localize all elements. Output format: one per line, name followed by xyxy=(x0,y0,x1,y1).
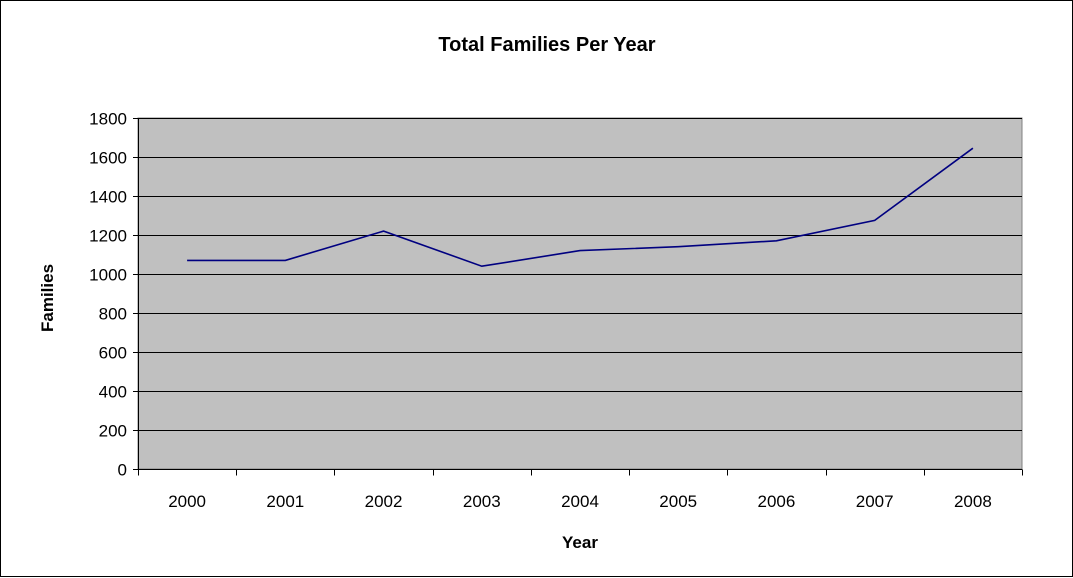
y-tick-label: 1800 xyxy=(89,110,127,129)
x-tick-label: 2008 xyxy=(954,492,992,511)
x-tick-label: 2000 xyxy=(168,492,206,511)
y-tick-label: 200 xyxy=(99,422,127,441)
y-tick-label: 0 xyxy=(118,461,127,480)
y-tick-label: 1000 xyxy=(89,266,127,285)
x-axis: 2000 2001 2002 2003 2004 2005 2006 2007 2008 xyxy=(138,470,1023,512)
plot-area xyxy=(138,118,1022,469)
y-tick-label: 1200 xyxy=(89,227,127,246)
y-axis: 0 200 400 600 800 1000 1200 1400 1600 1800 xyxy=(89,110,138,480)
x-tick-label: 2005 xyxy=(659,492,697,511)
y-tick-label: 1600 xyxy=(89,149,127,168)
x-tick-label: 2003 xyxy=(463,492,501,511)
x-tick-label: 2002 xyxy=(365,492,403,511)
y-tick-label: 600 xyxy=(99,344,127,363)
y-axis-title: Families xyxy=(38,264,57,332)
x-tick-label: 2007 xyxy=(856,492,894,511)
y-tick-label: 1400 xyxy=(89,188,127,207)
y-tick-label: 400 xyxy=(99,383,127,402)
x-tick-label: 2001 xyxy=(266,492,304,511)
x-tick-label: 2004 xyxy=(561,492,599,511)
y-tick-label: 800 xyxy=(99,305,127,324)
x-tick-label: 2006 xyxy=(758,492,796,511)
x-axis-title: Year xyxy=(562,533,598,552)
chart-title: Total Families Per Year xyxy=(438,34,655,56)
